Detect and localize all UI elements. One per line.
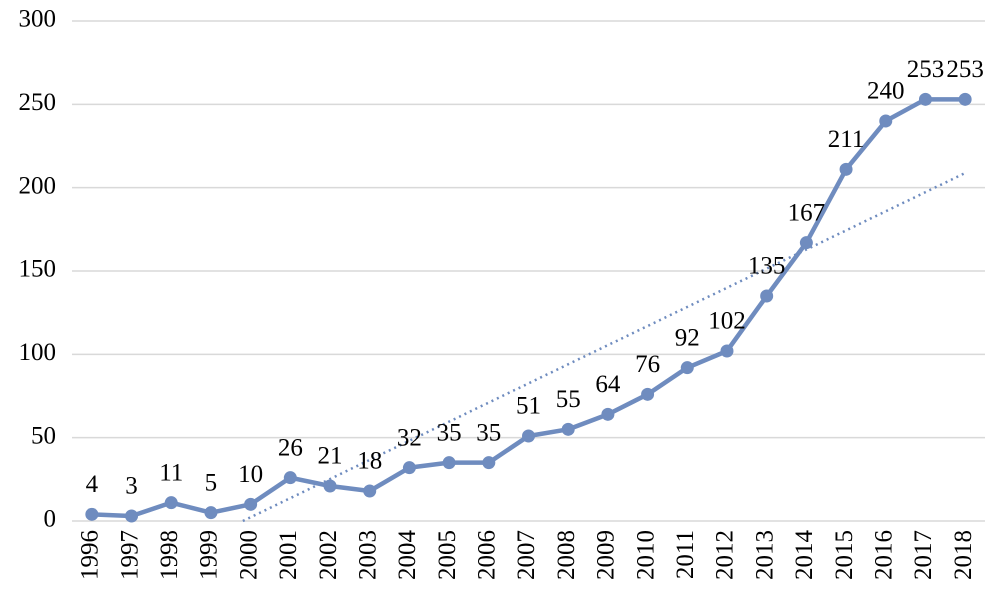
data-label: 4 [86,471,99,498]
data-label: 3 [125,473,138,500]
data-label: 35 [476,419,501,446]
point [522,429,535,443]
data-label: 51 [516,393,541,420]
x-tick-label: 2005 [434,530,461,580]
line [91,97,966,519]
point [760,289,774,303]
data-label: 18 [357,448,382,475]
point [283,471,297,485]
data-label: 35 [437,419,462,446]
data-label: 167 [788,199,826,226]
x-tick-label: 2006 [474,530,501,580]
point [402,461,416,475]
x-tick-label: 2014 [791,530,818,581]
y-tick-label: 200 [19,172,57,199]
point [958,92,972,106]
x-tick-label: 2017 [910,530,937,580]
point [601,407,615,421]
data-label: 135 [748,253,786,280]
x-tick-label: 2001 [275,530,302,580]
x-tick-label: 2003 [354,530,381,580]
data-label: 10 [238,461,263,488]
point [482,456,496,470]
y-tick-label: 50 [31,422,56,449]
data-label: 11 [159,459,183,486]
x-tick-label: 2012 [712,530,739,580]
point [839,162,853,176]
data-label: 26 [278,434,303,461]
data-label: 64 [595,371,621,398]
x-tick-label: 2010 [632,530,659,580]
data-label: 76 [635,351,660,378]
point [244,497,258,511]
point [641,387,655,401]
point [561,422,575,436]
x-tick-label: 1999 [196,530,223,580]
point [204,506,218,520]
data-label: 92 [675,324,700,351]
data-label: 240 [867,78,905,105]
x-tick-label: 1997 [116,530,143,580]
x-tick-label: 2013 [751,530,778,580]
x-tick-label: 2015 [831,530,858,580]
y-tick-label: 250 [19,89,57,116]
x-tick-label: 2007 [513,530,540,580]
data-label: 102 [708,308,746,335]
x-tick-label: 1998 [156,530,183,580]
y-tick-label: 0 [44,506,57,533]
y-tick-label: 100 [19,339,57,366]
data-label: 21 [318,443,343,470]
point [85,507,99,521]
data-label: 5 [205,469,218,496]
data-label: 253 [907,56,945,83]
point [799,236,813,250]
data-label: 55 [556,386,581,413]
x-tick-label: 2018 [950,530,977,580]
point [720,344,734,358]
data-label: 253 [946,56,984,83]
point [918,92,932,106]
x-tick-label: 2008 [553,530,580,580]
point [442,456,456,470]
point [323,479,337,493]
x-tick-label: 2009 [593,530,620,580]
point [363,484,377,498]
trendline [242,171,966,523]
point [879,114,893,128]
y-tick-label: 300 [19,6,57,33]
x-tick-label: 2011 [672,530,699,579]
point [164,496,178,510]
x-tick-label: 1996 [77,530,104,580]
x-tick-label: 2004 [394,530,421,581]
point [125,509,139,523]
data-label: 32 [397,424,422,451]
x-tick-label: 2000 [235,530,262,580]
data-label: 211 [828,126,865,153]
point [680,361,694,375]
x-tick-label: 2016 [870,530,897,580]
x-tick-label: 2002 [315,530,342,580]
y-tick-label: 150 [19,256,57,283]
